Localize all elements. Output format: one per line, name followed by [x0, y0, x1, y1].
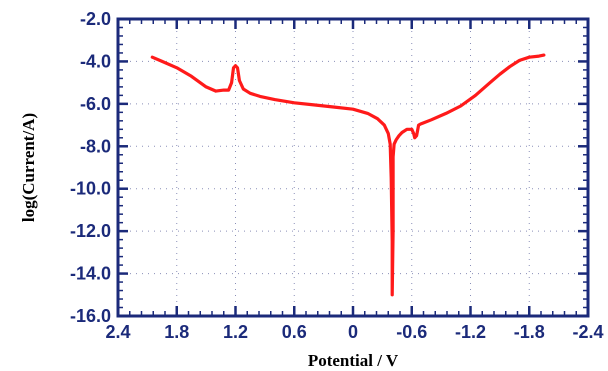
y-axis-title: log(Current/A) [19, 113, 38, 222]
grid [118, 19, 588, 316]
y-tick-label: -2.0 [80, 9, 111, 29]
y-tick-label: -12.0 [70, 221, 111, 241]
x-tick-label: -1.2 [455, 322, 486, 342]
x-tick-label: 1.8 [164, 322, 189, 342]
x-tick-label: 0.6 [282, 322, 307, 342]
x-tick-label: 1.2 [223, 322, 248, 342]
y-tick-label: -14.0 [70, 264, 111, 284]
y-tick-label: -4.0 [80, 51, 111, 71]
x-tick-label: -0.6 [396, 322, 427, 342]
axis-ticks [116, 17, 590, 318]
tick-labels: 2.4 1.8 1.2 0.6 0 -0.6 -1.2 -1.8 -2.4 -2.0 -4.0 -6.… [70, 9, 604, 342]
x-tick-label: 2.4 [105, 322, 130, 342]
y-tick-label: -16.0 [70, 306, 111, 326]
x-tick-label: -1.8 [514, 322, 545, 342]
y-tick-label: -10.0 [70, 179, 111, 199]
y-tick-label: -8.0 [80, 136, 111, 156]
x-axis-title: Potential / V [308, 351, 399, 370]
x-tick-label: -2.4 [572, 322, 603, 342]
series-line [150, 53, 546, 297]
y-tick-label: -6.0 [80, 94, 111, 114]
x-tick-label: 0 [348, 322, 358, 342]
